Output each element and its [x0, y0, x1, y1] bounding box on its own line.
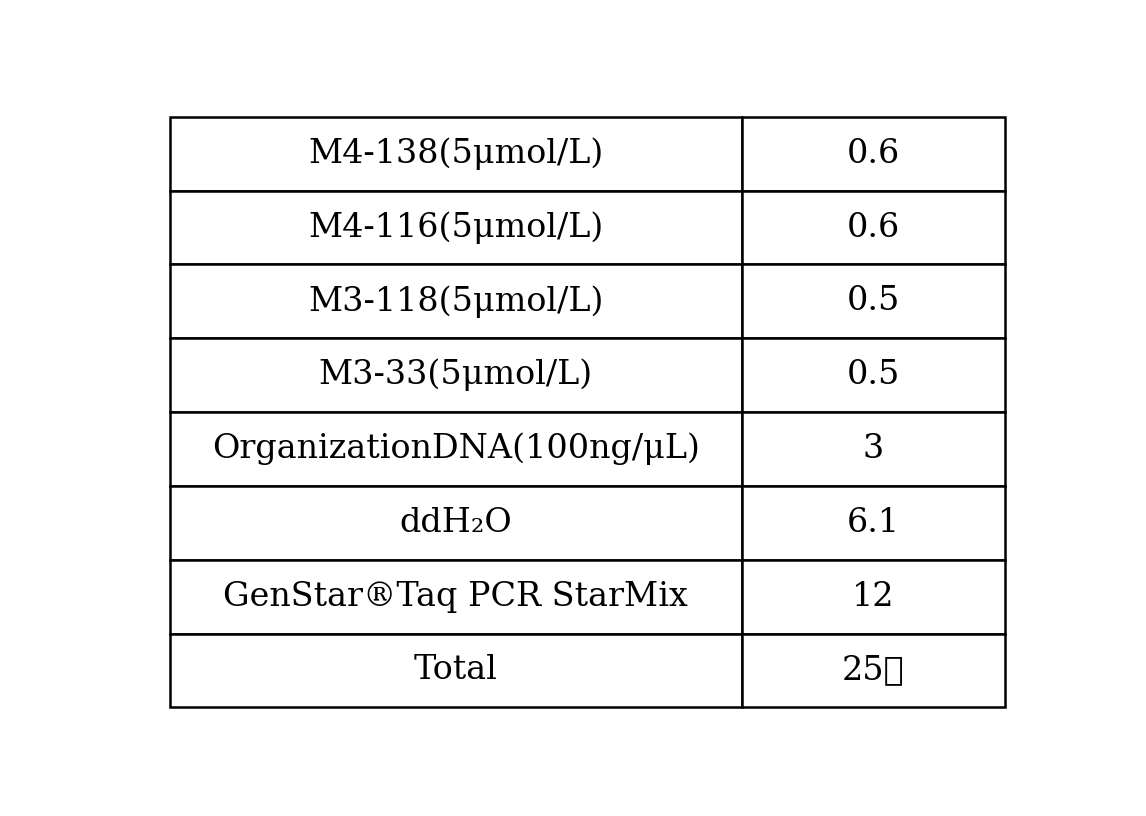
Text: 12: 12: [851, 581, 895, 613]
Text: 0.5: 0.5: [847, 359, 900, 391]
Bar: [741, 339, 1005, 412]
Text: M3-33(5μmol/L): M3-33(5μmol/L): [319, 359, 592, 392]
Text: GenStar®Taq PCR StarMix: GenStar®Taq PCR StarMix: [223, 581, 689, 613]
Text: M3-118(5μmol/L): M3-118(5μmol/L): [308, 285, 604, 317]
Bar: [170, 264, 741, 339]
Bar: [741, 117, 1005, 191]
Text: 3: 3: [863, 433, 884, 465]
Text: 0.5: 0.5: [847, 286, 900, 317]
Text: 6.1: 6.1: [847, 507, 900, 539]
Text: 0.6: 0.6: [847, 138, 900, 170]
Bar: [170, 339, 741, 412]
Bar: [170, 191, 741, 264]
Bar: [741, 191, 1005, 264]
Bar: [170, 117, 741, 191]
Text: M4-138(5μmol/L): M4-138(5μmol/L): [308, 137, 604, 170]
Bar: [741, 486, 1005, 560]
Bar: [741, 264, 1005, 339]
Bar: [741, 560, 1005, 633]
Bar: [741, 633, 1005, 707]
Bar: [170, 560, 741, 633]
Text: M4-116(5μmol/L): M4-116(5μmol/L): [308, 211, 604, 244]
Text: 0.6: 0.6: [847, 211, 900, 243]
Text: 25。: 25。: [842, 654, 904, 686]
Bar: [170, 633, 741, 707]
Text: OrganizationDNA(100ng/μL): OrganizationDNA(100ng/μL): [212, 432, 700, 465]
Bar: [170, 412, 741, 486]
Text: Total: Total: [414, 654, 497, 686]
Bar: [170, 486, 741, 560]
Text: ddH₂O: ddH₂O: [400, 507, 512, 539]
Bar: [741, 412, 1005, 486]
